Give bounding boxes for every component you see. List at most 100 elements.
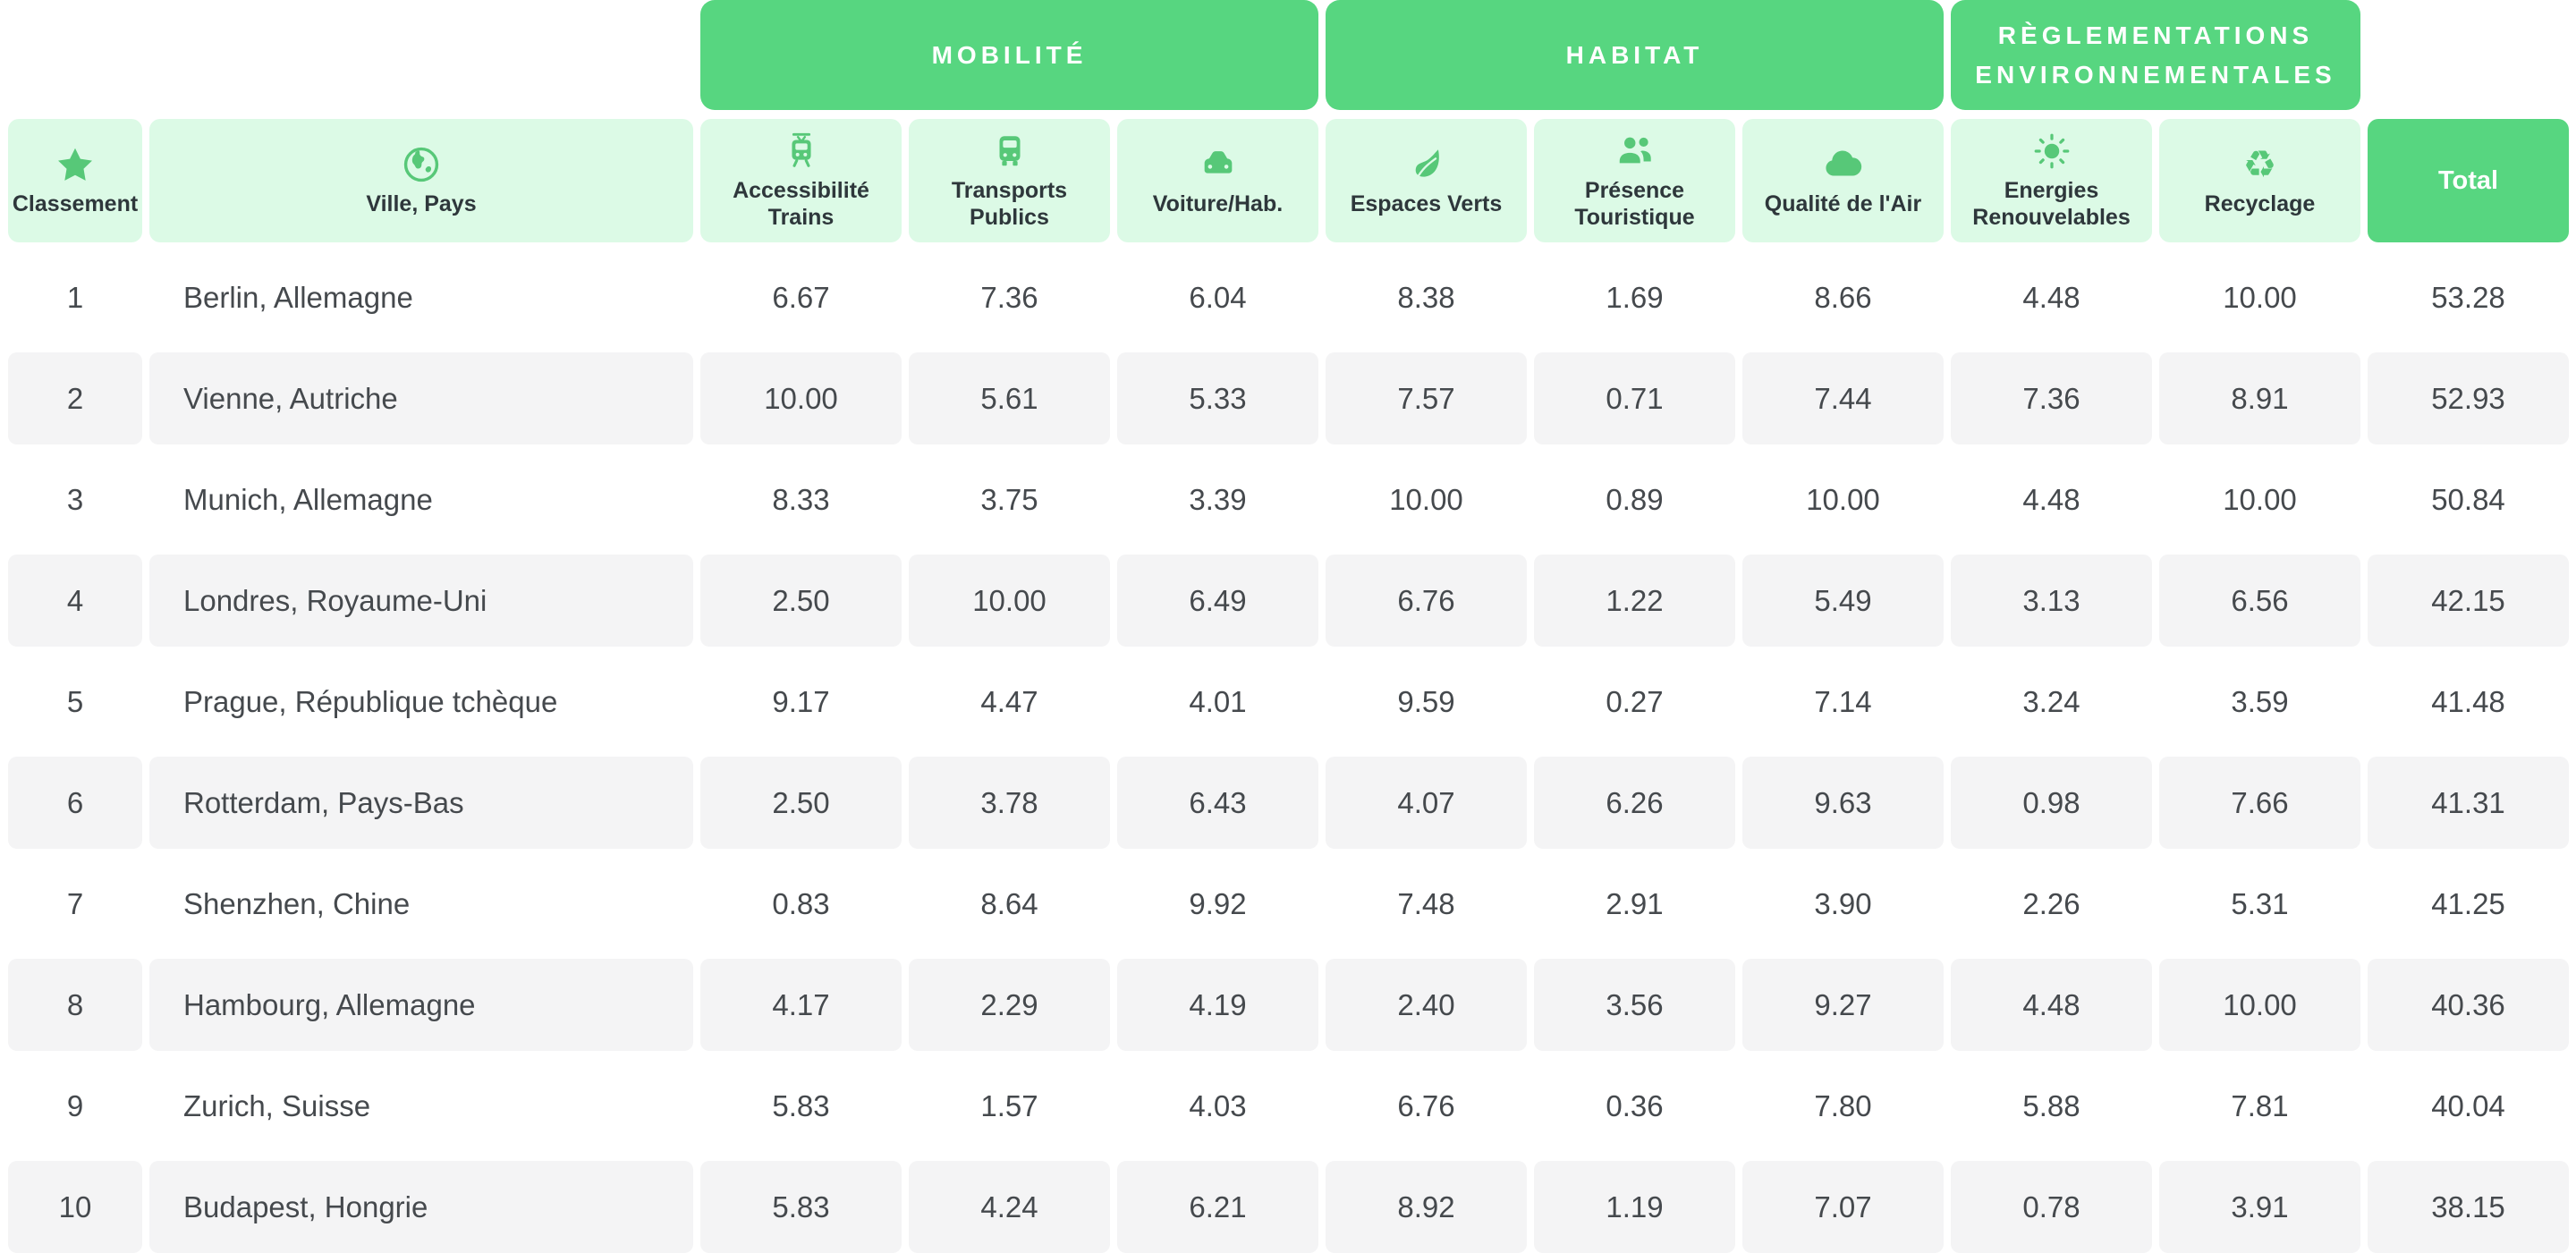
column-header-total: Total — [2368, 119, 2569, 242]
people-icon — [1614, 131, 1656, 172]
score-cell: 4.17 — [700, 959, 902, 1051]
column-header-label: Recyclage — [2204, 190, 2316, 216]
cloud-icon — [1823, 144, 1864, 185]
score-cell: 4.19 — [1117, 959, 1318, 1051]
score-cell: 5.61 — [909, 352, 1110, 444]
score-cell: 7.14 — [1814, 684, 1872, 718]
score-cell: 3.39 — [1189, 482, 1247, 516]
score-cell: 3.56 — [1534, 959, 1735, 1051]
rank-cell: 6 — [8, 757, 142, 849]
score-cell: 7.80 — [1814, 1088, 1872, 1122]
score-cell: 10.00 — [2159, 959, 2360, 1051]
score-cell: 2.40 — [1326, 959, 1527, 1051]
score-cell: 0.98 — [1951, 757, 2152, 849]
column-header-classement: Classement — [8, 119, 142, 242]
column-header-espaces-verts: Espaces Verts — [1326, 119, 1527, 242]
score-cell: 6.21 — [1117, 1161, 1318, 1253]
column-header-label: Ville, Pays — [366, 190, 477, 216]
score-cell: 3.90 — [1814, 886, 1872, 920]
score-cell: 2.29 — [909, 959, 1110, 1051]
score-cell: 6.67 — [772, 280, 830, 314]
column-header-label: Transports Publics — [951, 178, 1068, 230]
score-cell: 8.92 — [1326, 1161, 1527, 1253]
leaf-icon — [1406, 144, 1447, 185]
total-cell: 38.15 — [2368, 1161, 2569, 1253]
group-header-reglementations: RÈGLEMENTATIONS ENVIRONNEMENTALES — [1951, 0, 2360, 110]
score-cell: 0.83 — [772, 886, 830, 920]
column-header-trains: Accessibilité Trains — [700, 119, 902, 242]
score-cell: 6.76 — [1397, 1088, 1455, 1122]
city-cell: Londres, Royaume-Uni — [149, 555, 693, 647]
score-cell: 0.36 — [1606, 1088, 1664, 1122]
rank-cell: 8 — [8, 959, 142, 1051]
total-cell: 40.04 — [2431, 1088, 2505, 1122]
score-cell: 5.88 — [2022, 1088, 2080, 1122]
score-cell: 10.00 — [1806, 482, 1880, 516]
column-header-label: Accessibilité Trains — [733, 178, 869, 230]
column-header-touristique: Présence Touristique — [1534, 119, 1735, 242]
rank-cell: 2 — [8, 352, 142, 444]
score-cell: 4.01 — [1189, 684, 1247, 718]
total-cell: 41.31 — [2368, 757, 2569, 849]
group-header-habitat: HABITAT — [1326, 0, 1944, 110]
total-cell: 41.48 — [2431, 684, 2505, 718]
column-header-label: Voiture/Hab. — [1152, 190, 1284, 216]
city-cell: Prague, République tchèque — [183, 684, 558, 718]
rank-cell: 10 — [8, 1161, 142, 1253]
bus-icon — [989, 131, 1030, 172]
score-cell: 10.00 — [1389, 482, 1463, 516]
rank-cell: 4 — [8, 555, 142, 647]
train-icon — [781, 131, 822, 172]
score-cell: 10.00 — [2223, 482, 2297, 516]
column-header-air: Qualité de l'Air — [1742, 119, 1944, 242]
score-cell: 6.76 — [1326, 555, 1527, 647]
rank-cell: 1 — [66, 280, 84, 314]
recycle-icon: ♻ — [2242, 141, 2277, 186]
score-cell: 4.07 — [1326, 757, 1527, 849]
score-cell: 4.48 — [2022, 482, 2080, 516]
score-cell: 0.27 — [1606, 684, 1664, 718]
score-cell: 0.89 — [1606, 482, 1664, 516]
score-cell: 1.57 — [980, 1088, 1038, 1122]
total-cell: 40.36 — [2368, 959, 2569, 1051]
car-icon — [1198, 144, 1239, 185]
score-cell: 8.38 — [1397, 280, 1455, 314]
city-cell: Shenzhen, Chine — [183, 886, 411, 920]
score-cell: 5.83 — [772, 1088, 830, 1122]
ranking-table: MOBILITÉ HABITAT RÈGLEMENTATIONS ENVIRONNE… — [8, 0, 2569, 1253]
rank-cell: 5 — [66, 684, 84, 718]
score-cell: 3.24 — [2022, 684, 2080, 718]
score-cell: 6.49 — [1117, 555, 1318, 647]
city-cell: Zurich, Suisse — [183, 1088, 371, 1122]
score-cell: 1.22 — [1534, 555, 1735, 647]
score-cell: 10.00 — [909, 555, 1110, 647]
city-cell: Munich, Allemagne — [183, 482, 433, 516]
score-cell: 0.71 — [1534, 352, 1735, 444]
group-header-mobilite: MOBILITÉ — [700, 0, 1318, 110]
rank-cell: 7 — [66, 886, 84, 920]
score-cell: 8.64 — [980, 886, 1038, 920]
column-header-label: Total — [2437, 165, 2499, 195]
score-cell: 4.24 — [909, 1161, 1110, 1253]
score-cell: 9.17 — [772, 684, 830, 718]
column-header-label: Energies Renouvelables — [1972, 178, 2131, 230]
score-cell: 3.78 — [909, 757, 1110, 849]
score-cell: 3.13 — [1951, 555, 2152, 647]
globe-icon — [401, 144, 442, 185]
score-cell: 10.00 — [2223, 280, 2297, 314]
star-icon — [55, 144, 96, 185]
score-cell: 8.66 — [1814, 280, 1872, 314]
column-header-label: Qualité de l'Air — [1764, 190, 1922, 216]
group-header-label: MOBILITÉ — [931, 40, 1088, 69]
column-header-transports: Transports Publics — [909, 119, 1110, 242]
score-cell: 7.66 — [2159, 757, 2360, 849]
score-cell: 6.26 — [1534, 757, 1735, 849]
score-cell: 5.49 — [1742, 555, 1944, 647]
column-header-label: Classement — [12, 190, 139, 216]
group-header-label: RÈGLEMENTATIONS ENVIRONNEMENTALES — [1975, 21, 2336, 89]
score-cell: 5.31 — [2231, 886, 2289, 920]
score-cell: 3.91 — [2159, 1161, 2360, 1253]
column-header-label: Espaces Verts — [1350, 190, 1503, 216]
score-cell: 2.50 — [700, 555, 902, 647]
